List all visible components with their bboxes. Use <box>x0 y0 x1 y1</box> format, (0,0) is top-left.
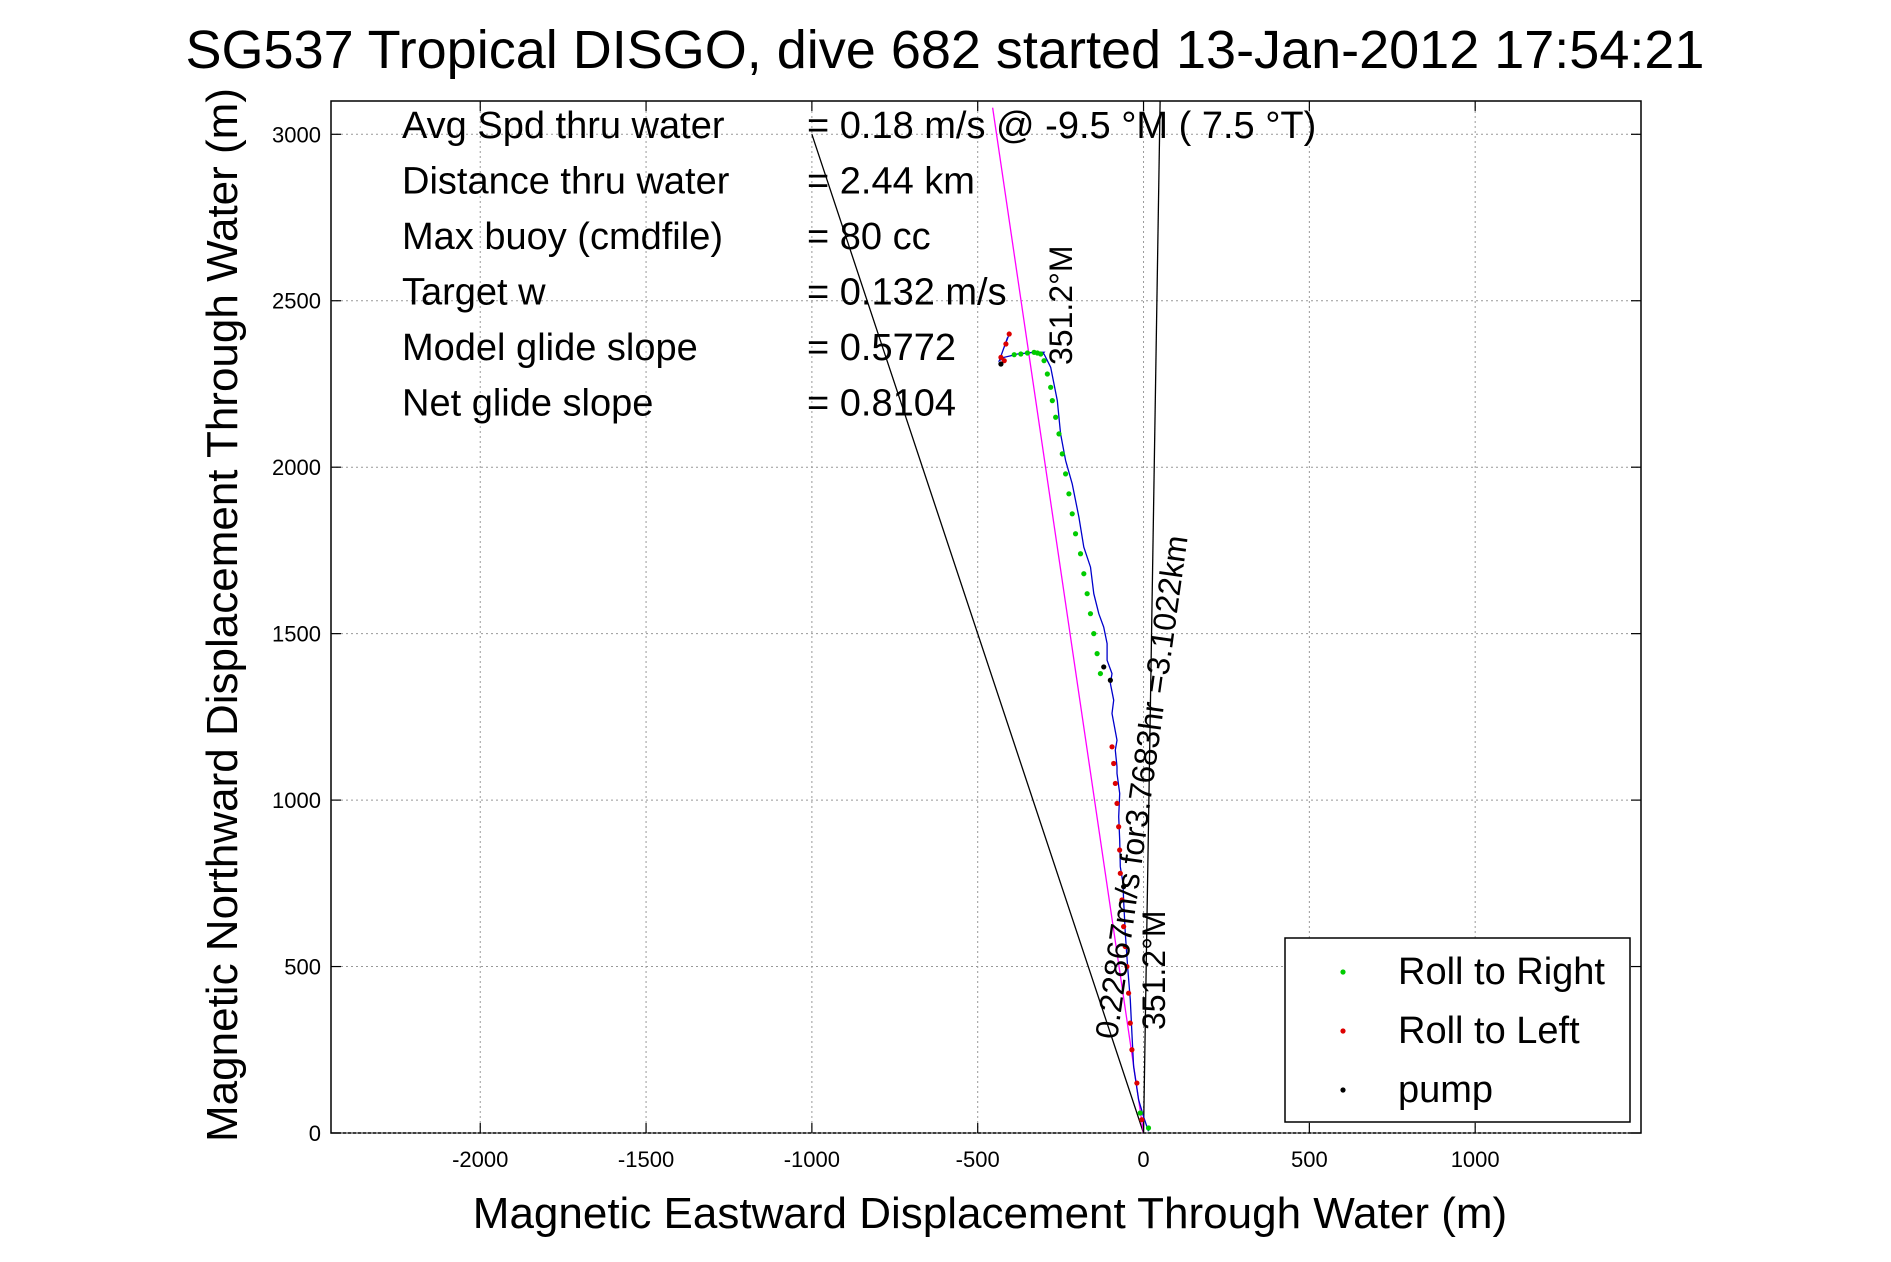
y-tick-label: 1500 <box>272 622 321 647</box>
y-tick-label: 2500 <box>272 289 321 314</box>
stat-label: Model glide slope <box>402 327 698 369</box>
legend-label: pump <box>1398 1069 1493 1111</box>
point-pump <box>998 361 1004 367</box>
stats-block: Avg Spd thru water = 0.18 m/s @ -9.5 °M (… <box>402 105 1316 425</box>
x-tick-label: -2000 <box>452 1147 508 1172</box>
x-tick-label: 0 <box>1137 1147 1149 1172</box>
point-pump <box>1107 677 1113 683</box>
x-tick-label: -1000 <box>784 1147 840 1172</box>
point-roll-to-right <box>1056 431 1062 437</box>
x-tick-label: 500 <box>1291 1147 1328 1172</box>
point-roll-to-left <box>1124 963 1130 970</box>
point-roll-to-right <box>1084 591 1090 597</box>
reference-lines <box>811 100 1161 1134</box>
point-roll-to-left <box>1001 358 1007 364</box>
grid-lines <box>331 101 1641 1134</box>
point-roll-to-right <box>1094 651 1100 657</box>
point-roll-to-right <box>1031 349 1037 355</box>
legend-label: Roll to Right <box>1398 951 1605 993</box>
legend-label: Roll to Left <box>1398 1010 1580 1052</box>
x-tick-label: -500 <box>956 1147 1000 1172</box>
legend-marker <box>1340 969 1346 975</box>
x-tick-label: 1000 <box>1451 1147 1500 1172</box>
axis-ticks: -2000 -1500 -1000 -500 0 500 1000 0 500 1000 1500 2… <box>272 101 1641 1172</box>
point-roll-to-left <box>1109 744 1115 750</box>
legend-marker <box>1340 1087 1346 1093</box>
point-roll-to-right <box>1062 471 1069 477</box>
x-tick-label: -1500 <box>618 1147 674 1172</box>
stat-label: Net glide slope <box>402 383 653 425</box>
point-roll-to-left <box>1003 341 1009 347</box>
point-roll-to-left <box>1129 1047 1135 1053</box>
point-roll-to-left <box>1117 847 1123 853</box>
point-roll-to-right <box>1049 398 1055 404</box>
point-roll-to-left <box>1121 924 1127 930</box>
track-layer <box>998 333 1150 1132</box>
stat-label: Target w <box>402 272 546 314</box>
track-line <box>998 333 1150 1132</box>
point-roll-to-right <box>1081 571 1087 577</box>
point-roll-to-left <box>1111 760 1117 767</box>
point-roll-to-right <box>1091 631 1097 637</box>
point-roll-to-right <box>1041 358 1047 364</box>
stat-value: = 2.44 km <box>807 161 975 203</box>
point-roll-to-right <box>1048 384 1054 390</box>
point-roll-to-right <box>1087 611 1094 617</box>
y-tick-label: 2000 <box>272 455 321 480</box>
point-roll-to-left <box>1117 870 1123 876</box>
point-roll-to-left <box>1112 780 1118 787</box>
point-roll-to-right <box>1044 371 1050 377</box>
point-roll-to-right <box>1145 1125 1152 1131</box>
point-roll-to-right <box>1137 1110 1143 1116</box>
point-roll-to-right <box>1077 551 1084 557</box>
legend-marker <box>1340 1028 1346 1034</box>
x-axis-label: Magnetic Eastward Displacement Through W… <box>473 1189 1507 1238</box>
stat-value: = 0.8104 <box>807 383 956 425</box>
heading-annotation-bottom: 351.2°M <box>1136 910 1172 1030</box>
point-roll-to-left <box>1134 1080 1140 1086</box>
y-axis-label: Magnetic Northward Displacement Through … <box>198 88 247 1142</box>
stat-value: = 0.5772 <box>807 327 956 369</box>
point-roll-to-left <box>1139 1117 1145 1123</box>
point-pump <box>1101 664 1107 670</box>
point-roll-to-left <box>1116 824 1122 830</box>
point-roll-to-right <box>1053 414 1059 420</box>
point-roll-to-left <box>998 354 1004 360</box>
point-roll-to-left <box>1122 943 1128 950</box>
glide-slope-line-left <box>811 134 1145 1134</box>
heading-annotation-top: 351.2°M <box>1043 245 1079 365</box>
point-roll-to-right <box>1072 531 1079 537</box>
point-roll-to-right <box>1066 491 1072 497</box>
y-tick-label: 0 <box>309 1121 321 1146</box>
chart-title: SG537 Tropical DISGO, dive 682 started 1… <box>186 20 1705 80</box>
y-tick-label: 3000 <box>272 122 321 147</box>
point-roll-to-right <box>1024 350 1031 356</box>
heading-line <box>991 107 1145 1134</box>
stat-label: Max buoy (cmdfile) <box>402 216 723 258</box>
stat-label: Distance thru water <box>402 161 730 203</box>
point-roll-to-right <box>1069 511 1075 517</box>
point-roll-to-left <box>1114 800 1120 807</box>
point-roll-to-left <box>1126 990 1132 996</box>
point-roll-to-right <box>1011 352 1017 358</box>
point-roll-to-right <box>1097 670 1104 677</box>
stat-value: = 0.132 m/s <box>807 272 1007 314</box>
y-tick-label: 500 <box>284 955 321 980</box>
stat-value: = 0.18 m/s @ -9.5 °M ( 7.5 °T) <box>807 105 1316 147</box>
y-tick-label: 1000 <box>272 788 321 813</box>
legend: Roll to Right Roll to Left pump <box>1284 937 1631 1123</box>
point-roll-to-right <box>1059 451 1065 457</box>
point-roll-to-right <box>1018 351 1024 357</box>
point-roll-to-left <box>1006 331 1012 337</box>
stat-value: = 80 cc <box>807 216 931 258</box>
point-roll-to-left <box>1127 1020 1133 1026</box>
point-roll-to-left <box>1119 897 1125 903</box>
glide-slope-line-right <box>1142 100 1161 1134</box>
data-points <box>998 331 1152 1131</box>
stat-label: Avg Spd thru water <box>402 105 725 147</box>
point-pump <box>1121 884 1127 890</box>
